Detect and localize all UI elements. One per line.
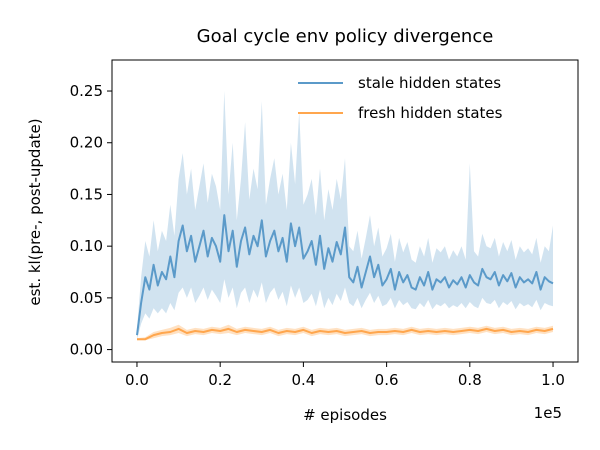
x-axis-offset-label: 1e5 xyxy=(534,404,562,422)
y-axis-label: est. kl(pre-, post-update) xyxy=(26,118,44,305)
confidence-bands xyxy=(137,91,553,341)
y-tick-label: 0.10 xyxy=(70,237,103,255)
series-line-fresh xyxy=(137,327,554,341)
x-tick-label: 0.4 xyxy=(291,371,315,389)
x-axis: 0.0 0.2 0.4 0.6 0.8 1.0 xyxy=(125,362,565,389)
plot-frame xyxy=(111,59,579,363)
x-tick-label: 0.2 xyxy=(208,371,232,389)
band-stale xyxy=(137,91,553,340)
x-tick-label: 0.8 xyxy=(458,371,482,389)
series-line-stale xyxy=(136,214,554,336)
legend-label-stale: stale hidden states xyxy=(358,74,501,92)
x-tick-label: 0.0 xyxy=(125,371,149,389)
y-tick-label: 0.25 xyxy=(70,82,103,100)
series-lines xyxy=(136,214,554,341)
x-tick-label: 1.0 xyxy=(541,371,565,389)
y-tick-label: 0.00 xyxy=(70,341,103,359)
x-axis-label: # episodes xyxy=(303,406,387,424)
y-tick-label: 0.15 xyxy=(70,185,103,203)
x-tick-label: 0.6 xyxy=(375,371,399,389)
legend-label-fresh: fresh hidden states xyxy=(358,104,503,122)
y-tick-label: 0.20 xyxy=(70,134,103,152)
y-axis: 0.00 0.05 0.10 0.15 0.20 0.25 xyxy=(70,82,112,359)
legend: stale hidden states fresh hidden states xyxy=(298,74,503,122)
chart-title: Goal cycle env policy divergence xyxy=(197,26,494,47)
y-tick-label: 0.05 xyxy=(70,289,103,307)
